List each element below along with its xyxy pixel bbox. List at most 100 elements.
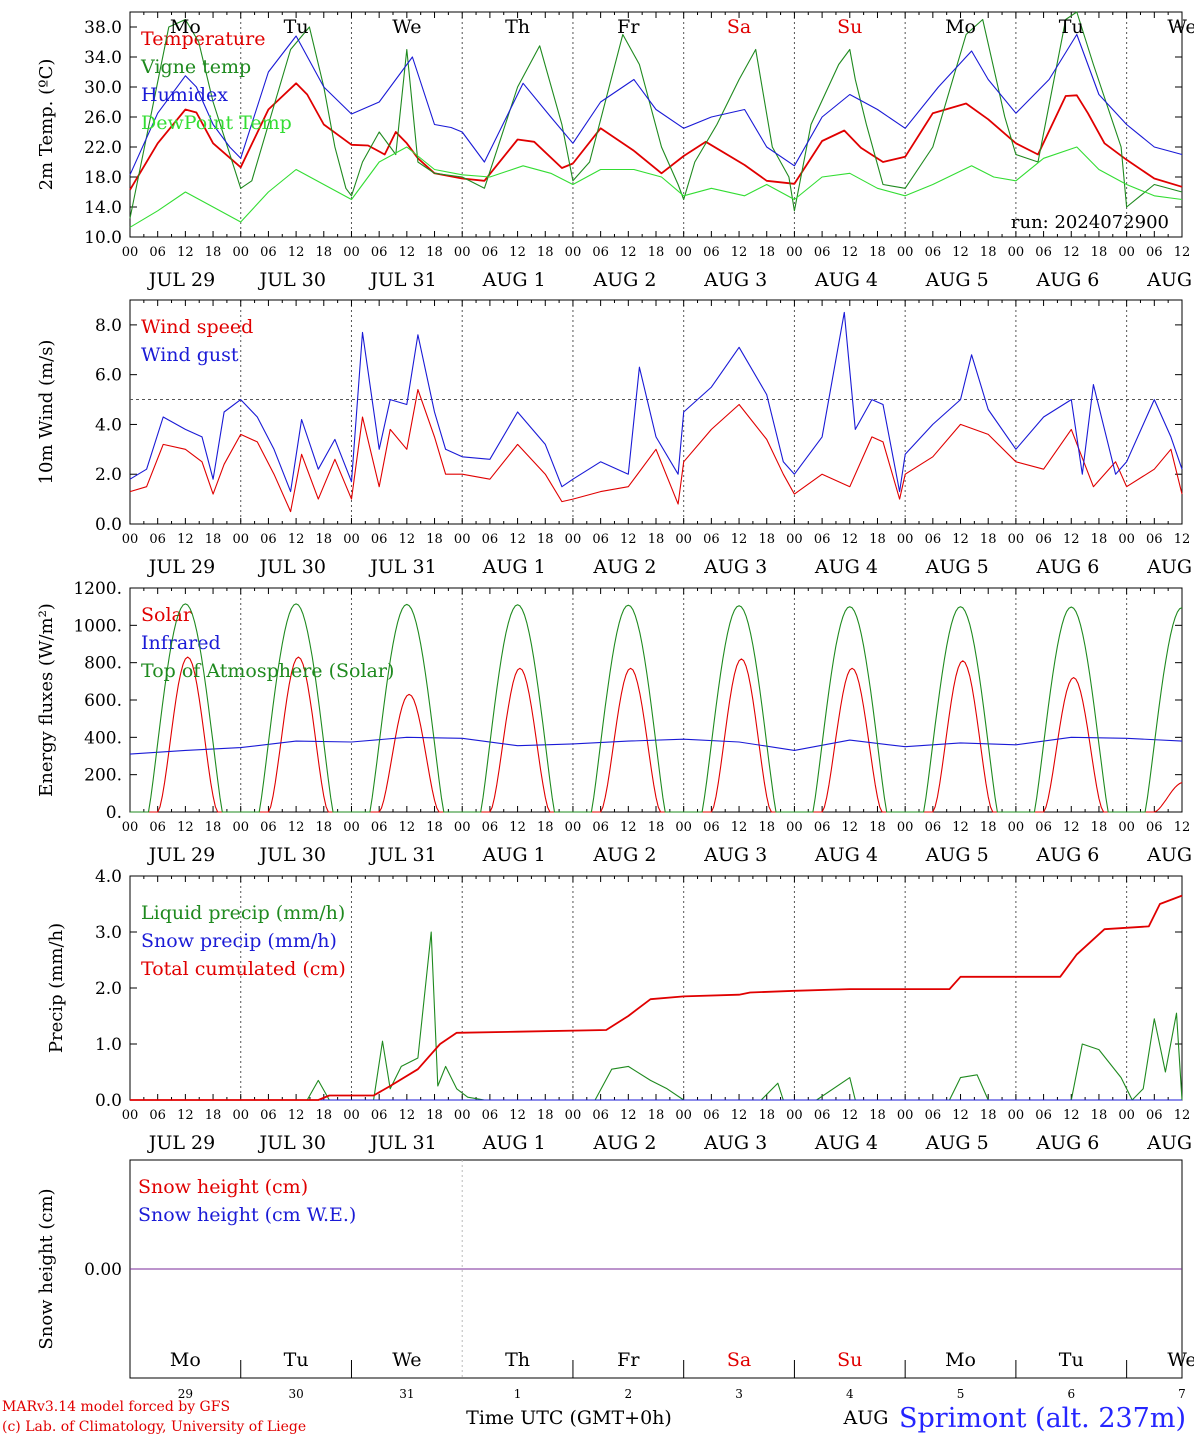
y-tick-label: 38.0: [84, 18, 122, 38]
hour-tick-label: 12: [288, 245, 305, 260]
hour-tick-label: 12: [399, 245, 416, 260]
hour-tick-label: 06: [1146, 820, 1163, 835]
hour-tick-label: 18: [648, 820, 665, 835]
date-label: JUL 29: [147, 844, 215, 866]
hour-tick-label: 12: [1174, 532, 1191, 547]
hour-tick-label: 18: [758, 245, 775, 260]
hour-tick-label: 12: [620, 245, 637, 260]
y-tick-label: 600.: [84, 691, 122, 711]
hour-tick-label: 18: [537, 1108, 554, 1123]
date-label: JUL 29: [147, 1132, 215, 1154]
hour-tick-label: 06: [592, 245, 609, 260]
y-tick-label: 2.0: [95, 979, 122, 999]
date-label: JUL 31: [368, 1132, 436, 1154]
y-tick-label: 0.0: [95, 1091, 122, 1111]
hour-tick-label: 18: [648, 245, 665, 260]
hour-tick-label: 06: [260, 245, 277, 260]
hour-tick-label: 12: [1174, 820, 1191, 835]
day-name: Mo: [945, 16, 976, 38]
date-label: AUG 6: [1035, 844, 1099, 866]
date-label: AUG 2: [592, 556, 656, 578]
y-tick-label: 14.0: [84, 198, 122, 218]
hour-tick-label: 00: [1008, 820, 1025, 835]
date-label: JUL 29: [147, 556, 215, 578]
day-name: Sa: [727, 1349, 751, 1371]
series-line-dewpoint-temp: [129, 146, 1183, 228]
month-label: AUG: [843, 1407, 889, 1429]
hour-tick-label: 12: [731, 1108, 748, 1123]
y-axis-label: Precip (mm/h): [46, 923, 67, 1053]
date-label: AUG 5: [925, 269, 989, 291]
hour-tick-label: 06: [371, 1108, 388, 1123]
day-name: Mo: [170, 1349, 201, 1371]
hour-tick-label: 06: [703, 245, 720, 260]
hour-tick-label: 06: [1146, 1108, 1163, 1123]
date-label: JUL 31: [368, 556, 436, 578]
hour-tick-label: 00: [1008, 245, 1025, 260]
hour-tick-label: 06: [592, 532, 609, 547]
hour-tick-label: 06: [1035, 1108, 1052, 1123]
hour-tick-label: 06: [703, 532, 720, 547]
day-number: 31: [399, 1387, 414, 1401]
hour-tick-label: 06: [592, 820, 609, 835]
date-label: AUG 3: [703, 269, 767, 291]
hour-tick-label: 12: [288, 1108, 305, 1123]
hour-tick-label: 00: [122, 245, 139, 260]
y-tick-label: 1.0: [95, 1035, 122, 1055]
hour-tick-label: 06: [814, 245, 831, 260]
hour-tick-label: 12: [620, 1108, 637, 1123]
day-number: 1: [514, 1387, 522, 1401]
hour-tick-label: 00: [565, 820, 582, 835]
hour-tick-label: 12: [620, 532, 637, 547]
hour-tick-label: 06: [703, 1108, 720, 1123]
date-label: AUG 2: [592, 844, 656, 866]
date-label: AUG 3: [703, 844, 767, 866]
day-number: 4: [846, 1387, 854, 1401]
y-tick-label: 18.0: [84, 168, 122, 188]
series-line-humidex: [129, 33, 1183, 176]
series-line-wind-gust: [129, 311, 1183, 493]
date-label: JUL 29: [147, 269, 215, 291]
series-line-temperature: [129, 82, 1183, 191]
hour-tick-label: 00: [1118, 245, 1135, 260]
hour-tick-label: 18: [869, 245, 886, 260]
legend-entry: Liquid precip (mm/h): [141, 902, 345, 924]
hour-tick-label: 00: [565, 245, 582, 260]
hour-tick-label: 12: [288, 820, 305, 835]
hour-tick-label: 00: [232, 820, 249, 835]
date-label: JUL 30: [258, 269, 326, 291]
hour-tick-label: 18: [869, 532, 886, 547]
day-number: 7: [1178, 1387, 1186, 1401]
hour-tick-label: 18: [426, 820, 443, 835]
hour-tick-label: 00: [897, 820, 914, 835]
date-label: AUG 1: [482, 269, 546, 291]
day-name: Mo: [170, 16, 201, 38]
legend-entry: Top of Atmosphere (Solar): [141, 660, 394, 682]
hour-tick-label: 12: [399, 820, 416, 835]
hour-tick-label: 00: [232, 532, 249, 547]
hour-tick-label: 18: [205, 820, 222, 835]
y-tick-label: 1000.: [73, 616, 122, 636]
hour-tick-label: 06: [482, 820, 499, 835]
hour-tick-label: 18: [205, 1108, 222, 1123]
day-number: 30: [288, 1387, 303, 1401]
hour-tick-label: 18: [316, 532, 333, 547]
panel-3: 00 06 12 18 00 06 12 18 00 06 12 18 00 06 12 18 00 06 12 18…: [36, 579, 1194, 866]
legend-entry: Vigne temp: [140, 56, 251, 78]
hour-tick-label: 06: [482, 245, 499, 260]
hour-tick-label: 12: [1063, 820, 1080, 835]
date-label: AUG 4: [814, 556, 878, 578]
hour-tick-label: 18: [980, 820, 997, 835]
y-tick-label: 34.0: [84, 48, 122, 68]
hour-tick-label: 18: [648, 532, 665, 547]
date-label: AUG 4: [814, 844, 878, 866]
hour-tick-label: 18: [980, 532, 997, 547]
panel-1: 00 06 12 18 00 06 12 18 00 06 12 18 00 06 12 18 00 06 12 18…: [36, 11, 1194, 291]
date-label: AUG 1: [482, 556, 546, 578]
day-name: Tu: [284, 1349, 309, 1371]
date-label: AUG 4: [814, 1132, 878, 1154]
date-label: AUG 6: [1035, 1132, 1099, 1154]
hour-tick-label: 06: [149, 245, 166, 260]
hour-tick-label: 06: [925, 532, 942, 547]
hour-tick-label: 12: [952, 1108, 969, 1123]
